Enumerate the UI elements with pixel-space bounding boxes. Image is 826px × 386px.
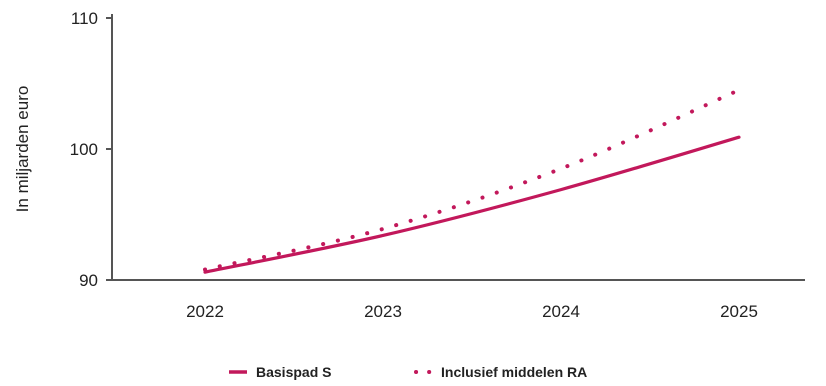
y-tick-label: 90	[79, 271, 98, 290]
legend-label-1: Basispad S	[256, 364, 331, 380]
y-axis: 90 100 110	[70, 9, 113, 290]
x-tick-label: 2025	[720, 302, 758, 321]
series-group	[203, 88, 741, 274]
series-line-2	[203, 88, 741, 272]
x-tick-label: 2022	[186, 302, 224, 321]
legend-label-2: Inclusief middelen RA	[441, 364, 587, 380]
x-tick-label: 2024	[542, 302, 580, 321]
y-axis-title: In miljarden euro	[13, 86, 32, 213]
x-axis: 2022 2023 2024 2025	[112, 279, 805, 321]
legend: Basispad S Inclusief middelen RA	[229, 364, 587, 380]
x-tick-label: 2023	[364, 302, 402, 321]
series-line-1	[203, 135, 741, 274]
y-tick-label: 100	[70, 140, 98, 159]
y-tick-label: 110	[71, 9, 98, 28]
